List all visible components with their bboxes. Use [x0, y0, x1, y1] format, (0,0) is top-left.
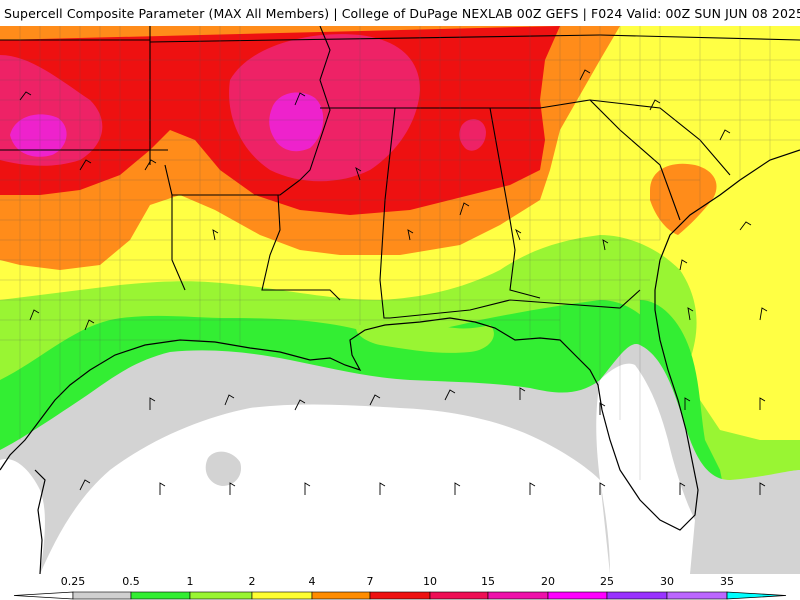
legend-label: 10: [423, 575, 437, 588]
scp-map: [0, 26, 800, 574]
scp-white-florida: [596, 363, 695, 574]
legend-swatch: [189, 591, 253, 600]
legend-swatch: [72, 591, 132, 600]
legend-label: 0.25: [60, 575, 86, 588]
legend-label: 35: [720, 575, 734, 588]
legend-swatch: [429, 591, 489, 600]
coastline: [0, 149, 800, 574]
legend-label: 4: [308, 575, 316, 588]
wind-barbs: [19, 69, 768, 495]
legend-swatch: [666, 591, 728, 600]
legend-swatch: [311, 591, 371, 600]
title-bar: Supercell Composite Parameter (MAX All M…: [0, 0, 800, 26]
legend-label: 7: [366, 575, 374, 588]
legend-label: 20: [541, 575, 555, 588]
legend-swatch: [130, 591, 191, 600]
scp-pinkred-small: [459, 119, 486, 151]
legend-bar: [13, 591, 787, 600]
map-title: Supercell Composite Parameter (MAX All M…: [4, 6, 800, 21]
scp-white-gulf: [40, 404, 610, 574]
legend-swatch: [547, 591, 608, 600]
legend-label: 15: [481, 575, 495, 588]
color-scale-legend: 0.25 0.5 1 2 4 7 10 15 20 25 30 35: [0, 574, 800, 600]
legend-label: 2: [248, 575, 256, 588]
legend-arrow-right: [726, 591, 787, 600]
legend-swatch: [369, 591, 431, 600]
scp-white-texas: [0, 459, 45, 574]
legend-arrow-left: [13, 591, 74, 600]
scp-gray-island: [205, 451, 242, 486]
legend-swatch: [251, 591, 313, 600]
scp-magenta-west: [10, 114, 67, 157]
legend-label: 25: [600, 575, 614, 588]
map-area: [0, 26, 800, 574]
legend-label: 0.5: [122, 575, 140, 588]
legend-label: 1: [186, 575, 194, 588]
legend-label: 30: [660, 575, 674, 588]
legend-swatch: [487, 591, 549, 600]
scp-magenta-central: [269, 92, 324, 152]
legend-swatch: [606, 591, 668, 600]
scp-yellow-atlantic: [715, 230, 800, 400]
county-lines: [0, 26, 800, 480]
